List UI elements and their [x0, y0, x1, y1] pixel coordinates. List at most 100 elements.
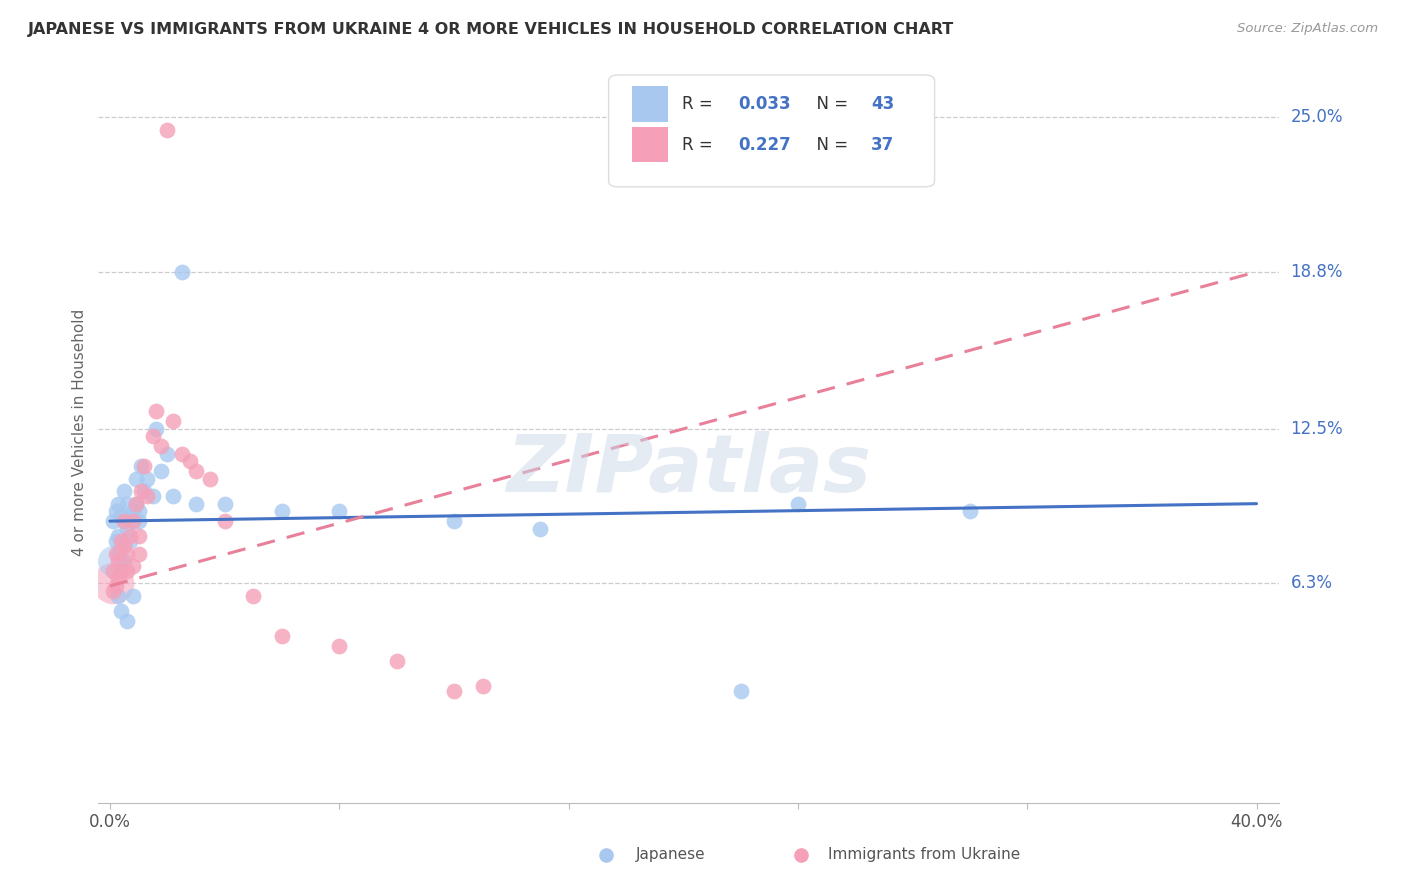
Point	[101, 576, 124, 591]
Point	[110, 564, 132, 578]
Point	[110, 604, 132, 618]
Point	[101, 583, 124, 598]
Text: 43: 43	[870, 95, 894, 113]
Point	[443, 514, 465, 528]
Point	[270, 629, 292, 643]
Point	[112, 554, 135, 568]
Text: Japanese: Japanese	[636, 847, 706, 863]
Point	[131, 459, 153, 474]
Point	[142, 489, 165, 503]
Point	[112, 514, 135, 528]
Point	[107, 571, 129, 585]
Point	[121, 559, 143, 574]
Point	[110, 509, 132, 524]
Point	[101, 514, 124, 528]
Point	[443, 683, 465, 698]
Point	[118, 529, 141, 543]
Point	[170, 447, 193, 461]
Point	[115, 497, 138, 511]
Point	[156, 447, 179, 461]
Text: 0.033: 0.033	[738, 95, 792, 113]
Point	[112, 484, 135, 499]
Text: 25.0%: 25.0%	[1291, 108, 1343, 127]
Point	[121, 504, 143, 518]
Text: N =: N =	[806, 95, 853, 113]
Point	[107, 554, 129, 568]
Text: R =: R =	[682, 136, 718, 153]
Point	[110, 534, 132, 549]
Point	[162, 489, 184, 503]
Point	[107, 529, 129, 543]
Point	[136, 489, 159, 503]
Point	[242, 589, 264, 603]
Point	[128, 529, 150, 543]
Point	[121, 589, 143, 603]
Point	[529, 522, 551, 536]
Point	[104, 579, 127, 593]
Text: N =: N =	[806, 136, 853, 153]
Point	[156, 122, 179, 136]
Point	[125, 497, 148, 511]
Point	[134, 459, 156, 474]
Text: 18.8%: 18.8%	[1291, 263, 1343, 281]
Point	[110, 539, 132, 553]
Point	[115, 564, 138, 578]
Point	[385, 654, 408, 668]
Point	[134, 484, 156, 499]
Text: JAPANESE VS IMMIGRANTS FROM UKRAINE 4 OR MORE VEHICLES IN HOUSEHOLD CORRELATION : JAPANESE VS IMMIGRANTS FROM UKRAINE 4 OR…	[28, 22, 955, 37]
Point	[128, 514, 150, 528]
Text: Source: ZipAtlas.com: Source: ZipAtlas.com	[1237, 22, 1378, 36]
Point	[145, 404, 167, 418]
Point	[214, 514, 236, 528]
Text: 6.3%: 6.3%	[1291, 574, 1333, 592]
Point	[471, 679, 494, 693]
Point	[270, 504, 292, 518]
Point	[128, 504, 150, 518]
Point	[107, 497, 129, 511]
Y-axis label: 4 or more Vehicles in Household: 4 or more Vehicles in Household	[72, 309, 87, 557]
Point	[150, 439, 173, 453]
Text: Immigrants from Ukraine: Immigrants from Ukraine	[828, 847, 1021, 863]
Point	[730, 683, 752, 698]
Point	[170, 265, 193, 279]
Point	[328, 504, 350, 518]
Point	[107, 547, 129, 561]
Point	[101, 564, 124, 578]
Point	[150, 464, 173, 478]
Point	[184, 464, 207, 478]
Text: 37: 37	[870, 136, 894, 153]
Point	[121, 514, 143, 528]
Text: ZIPatlas: ZIPatlas	[506, 431, 872, 508]
Point	[115, 547, 138, 561]
Point	[104, 534, 127, 549]
Point	[125, 497, 148, 511]
FancyBboxPatch shape	[633, 127, 668, 162]
Point	[786, 497, 808, 511]
Point	[145, 422, 167, 436]
Point	[118, 534, 141, 549]
Point	[112, 514, 135, 528]
Text: R =: R =	[682, 95, 718, 113]
Point	[128, 547, 150, 561]
Point	[328, 639, 350, 653]
Point	[136, 472, 159, 486]
Text: 0.227: 0.227	[738, 136, 792, 153]
Point	[121, 514, 143, 528]
FancyBboxPatch shape	[609, 75, 935, 186]
Point	[179, 454, 201, 468]
Point	[162, 414, 184, 428]
Point	[104, 504, 127, 518]
Point	[107, 589, 129, 603]
Point	[142, 429, 165, 443]
Point	[131, 484, 153, 499]
Point	[101, 554, 124, 568]
Point	[214, 497, 236, 511]
Text: 12.5%: 12.5%	[1291, 420, 1343, 438]
Point	[125, 472, 148, 486]
Point	[104, 547, 127, 561]
Point	[115, 522, 138, 536]
Point	[184, 497, 207, 511]
Point	[200, 472, 222, 486]
Point	[115, 614, 138, 628]
Point	[112, 539, 135, 553]
